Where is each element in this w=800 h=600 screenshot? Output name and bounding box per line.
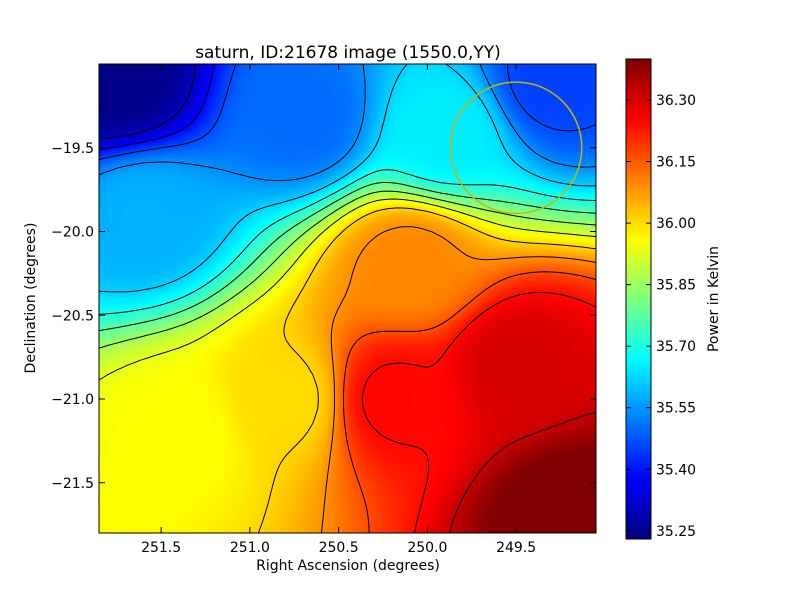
x-tick-label: 249.5 bbox=[496, 540, 536, 556]
y-tick-label: −21.0 bbox=[51, 392, 94, 408]
x-tick-label: 251.0 bbox=[230, 540, 270, 556]
contour-line bbox=[98, 63, 215, 151]
plot-frame bbox=[98, 63, 597, 534]
heatmap-image bbox=[99, 64, 596, 533]
x-tick-label: 250.0 bbox=[407, 540, 447, 556]
x-axis: 251.5 251.0 250.5 250.0 249.5 bbox=[141, 64, 536, 556]
colorbar-tick-label: 35.25 bbox=[656, 524, 696, 540]
contour-line bbox=[98, 182, 597, 332]
x-tick-label: 251.5 bbox=[141, 540, 181, 556]
colorbar-ticks: 35.25 35.40 35.55 35.70 35.85 36.00 36.15 36.30 bbox=[626, 93, 696, 540]
colorbar-tick-label: 35.70 bbox=[656, 339, 696, 355]
contour-line bbox=[98, 190, 597, 349]
y-tick-label: −20.0 bbox=[51, 225, 94, 241]
contour-line bbox=[98, 198, 597, 381]
contour-line bbox=[98, 169, 597, 315]
x-tick-label: 250.5 bbox=[319, 540, 359, 556]
y-axis: −19.5 −20.0 −20.5 −21.0 −21.5 bbox=[51, 141, 596, 492]
colorbar-tick-label: 35.85 bbox=[656, 278, 696, 294]
contour-line bbox=[343, 271, 597, 534]
contour-line bbox=[320, 226, 597, 534]
y-tick-label: −20.5 bbox=[51, 308, 94, 324]
contour-line bbox=[257, 207, 597, 534]
contour-line bbox=[361, 292, 597, 534]
target-circle bbox=[449, 81, 583, 215]
colorbar-gradient bbox=[626, 59, 651, 539]
contour-line bbox=[98, 63, 197, 139]
colorbar-tick-label: 36.30 bbox=[656, 93, 696, 109]
colorbar: 35.25 35.40 35.55 35.70 35.85 36.00 36.15 36.30… bbox=[625, 58, 722, 540]
colorbar-frame bbox=[625, 58, 652, 540]
y-axis-label: Declination (degrees) bbox=[23, 223, 39, 374]
contour-line bbox=[98, 63, 596, 293]
y-tick-label: −21.5 bbox=[51, 476, 94, 492]
colorbar-tick-label: 35.40 bbox=[656, 462, 696, 478]
colorbar-tick-label: 35.55 bbox=[656, 401, 696, 417]
chart-title: saturn, ID:21678 image (1550.0,YY) bbox=[195, 43, 501, 63]
contour-lines bbox=[98, 63, 597, 534]
contour-line bbox=[98, 63, 597, 182]
contour-line bbox=[98, 63, 597, 161]
y-tick-label: −19.5 bbox=[51, 141, 94, 157]
colorbar-label: Power in Kelvin bbox=[706, 246, 722, 352]
colorbar-tick-label: 36.15 bbox=[656, 155, 696, 171]
contour-line bbox=[449, 411, 597, 534]
x-axis-label: Right Ascension (degrees) bbox=[256, 558, 440, 574]
plot-area bbox=[98, 63, 597, 534]
colorbar-tick-label: 36.00 bbox=[656, 216, 696, 232]
